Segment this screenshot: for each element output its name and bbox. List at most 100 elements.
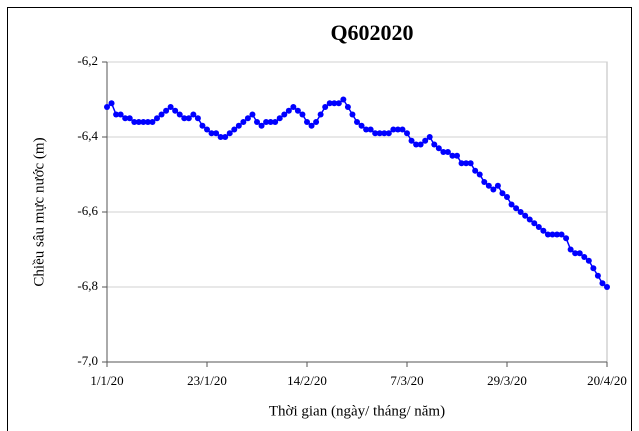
- data-point: [322, 104, 329, 110]
- data-point: [167, 104, 174, 110]
- data-point: [331, 100, 338, 107]
- data-point: [485, 182, 492, 189]
- data-point: [499, 190, 506, 197]
- data-point: [281, 111, 288, 118]
- data-point: [131, 119, 138, 125]
- data-point: [249, 111, 256, 118]
- data-point: [290, 104, 297, 110]
- y-tick-label: -7,0: [77, 353, 98, 368]
- data-point: [190, 111, 197, 118]
- data-point: [490, 186, 497, 193]
- data-point: [254, 119, 260, 125]
- data-point: [344, 104, 351, 110]
- y-tick-label: -6,8: [77, 278, 98, 293]
- data-point: [558, 231, 565, 238]
- data-point: [294, 107, 301, 114]
- data-point: [204, 126, 210, 133]
- data-point: [149, 119, 156, 125]
- data-point: [317, 111, 324, 118]
- data-point: [508, 201, 515, 208]
- data-point: [426, 134, 433, 140]
- data-point: [122, 115, 129, 122]
- chart-title: Q602020: [330, 20, 413, 45]
- data-point: [244, 115, 251, 122]
- data-point: [576, 250, 583, 257]
- data-point: [285, 107, 292, 114]
- data-point: [376, 130, 383, 137]
- data-point: [385, 130, 392, 137]
- data-point: [390, 126, 397, 133]
- data-point: [531, 220, 538, 227]
- data-point: [185, 115, 192, 122]
- data-point: [604, 284, 610, 290]
- data-point: [431, 141, 438, 148]
- data-point: [363, 126, 370, 133]
- data-point: [417, 141, 424, 148]
- data-point: [354, 119, 360, 125]
- data-point: [163, 107, 170, 114]
- data-point: [181, 115, 188, 122]
- data-point: [326, 100, 333, 107]
- data-point: [413, 141, 420, 148]
- y-axis-label: Chiều sâu mực nước (m): [31, 137, 47, 286]
- data-point: [472, 167, 479, 174]
- data-point: [463, 160, 470, 167]
- data-point: [172, 107, 179, 114]
- data-point: [554, 231, 560, 238]
- data-point: [572, 250, 579, 257]
- data-point: [258, 122, 265, 129]
- x-tick-label: 29/3/20: [487, 373, 527, 388]
- data-point: [458, 160, 465, 167]
- data-point: [540, 227, 547, 234]
- x-tick-label: 20/4/20: [587, 373, 627, 388]
- x-tick-label: 23/1/20: [187, 373, 227, 388]
- data-point: [481, 179, 488, 185]
- data-point: [449, 152, 456, 159]
- data-point: [435, 145, 442, 152]
- data-point: [335, 100, 342, 107]
- data-point: [213, 130, 220, 137]
- data-point: [276, 115, 283, 122]
- data-point: [367, 126, 374, 133]
- data-point: [108, 100, 115, 107]
- data-point: [399, 126, 406, 133]
- data-point: [408, 137, 415, 144]
- data-point: [585, 257, 592, 264]
- data-point: [208, 130, 215, 137]
- y-tick-label: -6,2: [77, 53, 98, 68]
- data-point: [599, 280, 606, 287]
- data-point: [176, 111, 183, 118]
- data-point: [231, 126, 238, 133]
- data-point: [304, 119, 310, 125]
- x-tick-label: 7/3/20: [390, 373, 423, 388]
- data-point: [535, 224, 542, 230]
- x-axis-label: Thời gian (ngày/ tháng/ năm): [269, 403, 445, 419]
- data-point: [440, 149, 447, 155]
- data-point: [494, 182, 501, 189]
- data-point: [158, 111, 165, 118]
- x-tick-label: 1/1/20: [90, 373, 123, 388]
- data-point: [117, 111, 124, 118]
- data-point: [381, 130, 388, 137]
- data-point: [454, 152, 460, 159]
- data-point: [113, 111, 120, 118]
- data-point: [467, 160, 474, 167]
- data-point: [394, 126, 401, 133]
- data-point: [135, 119, 142, 125]
- data-point: [199, 122, 206, 129]
- data-point: [590, 265, 597, 272]
- data-point: [372, 130, 379, 137]
- data-point: [144, 119, 151, 125]
- data-point: [194, 115, 201, 122]
- x-tick-label: 14/2/20: [287, 373, 327, 388]
- data-point: [513, 205, 520, 212]
- data-point: [154, 115, 160, 122]
- data-point: [240, 119, 247, 125]
- data-point: [581, 254, 588, 260]
- data-point: [222, 134, 229, 140]
- data-point: [404, 130, 410, 137]
- data-point: [444, 149, 451, 155]
- data-point: [104, 104, 110, 110]
